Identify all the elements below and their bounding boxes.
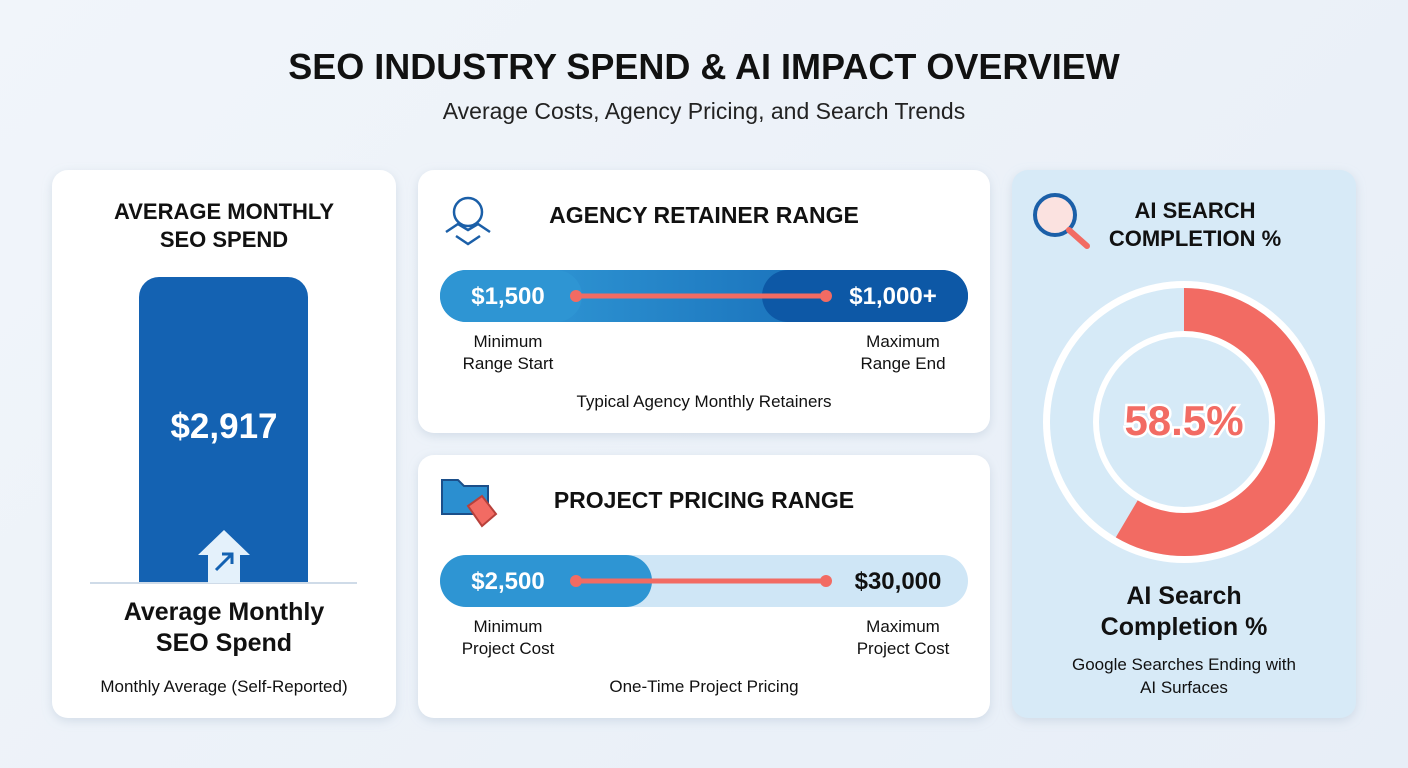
range-dot: [820, 575, 832, 587]
donut-arc: [1115, 288, 1318, 556]
card-note: Typical Agency Monthly Retainers: [576, 392, 832, 411]
range-min: $2,500: [471, 568, 545, 595]
range-min: $1,500: [471, 283, 545, 310]
card-title: PROJECT PRICING RANGE: [553, 487, 855, 513]
range-max-label: Maximum Project Cost: [856, 617, 950, 658]
card-title: AI SEARCH COMPLETION %: [1108, 198, 1282, 251]
range-dot: [570, 575, 582, 587]
range-max-label: Maximum Range End: [860, 332, 946, 373]
donut-value: 58.5%: [1124, 397, 1243, 444]
card-note: One-Time Project Pricing: [609, 677, 799, 696]
range-pill: [440, 270, 582, 322]
subtitle: Average Costs, Agency Pricing, and Searc…: [442, 98, 966, 124]
handshake-icon: [445, 196, 491, 246]
search-icon: [1033, 193, 1090, 249]
card-note: Monthly Average (Self-Reported): [100, 677, 348, 696]
range-dot: [570, 290, 582, 302]
range-pill: [762, 270, 968, 322]
range-min-label: Minimum Range Start: [462, 332, 554, 373]
range-pill: [440, 555, 652, 607]
spend-value: $2,917: [170, 407, 278, 446]
range-min-label: Minimum Project Cost: [461, 617, 555, 658]
spend-label: Average Monthly SEO Spend: [123, 598, 325, 657]
range-dot: [820, 290, 832, 302]
arrow-icon: [198, 530, 250, 583]
range-max: $1,000+: [849, 283, 937, 310]
ai-label: AI Search Completion %: [1100, 582, 1268, 641]
range-max: $30,000: [854, 568, 942, 595]
card-title: AVERAGE MONTHLY SEO SPEND: [113, 199, 335, 252]
card-note: Google Searches Ending with AI Surfaces: [1072, 655, 1296, 697]
spend-bar: [139, 277, 308, 583]
arrow-icon: [214, 552, 234, 572]
donut-hole: [1093, 331, 1275, 513]
card-title: AGENCY RETAINER RANGE: [549, 202, 859, 228]
title: SEO INDUSTRY SPEND & AI IMPACT OVERVIEW: [288, 46, 1120, 87]
folder-icon: [441, 479, 498, 528]
